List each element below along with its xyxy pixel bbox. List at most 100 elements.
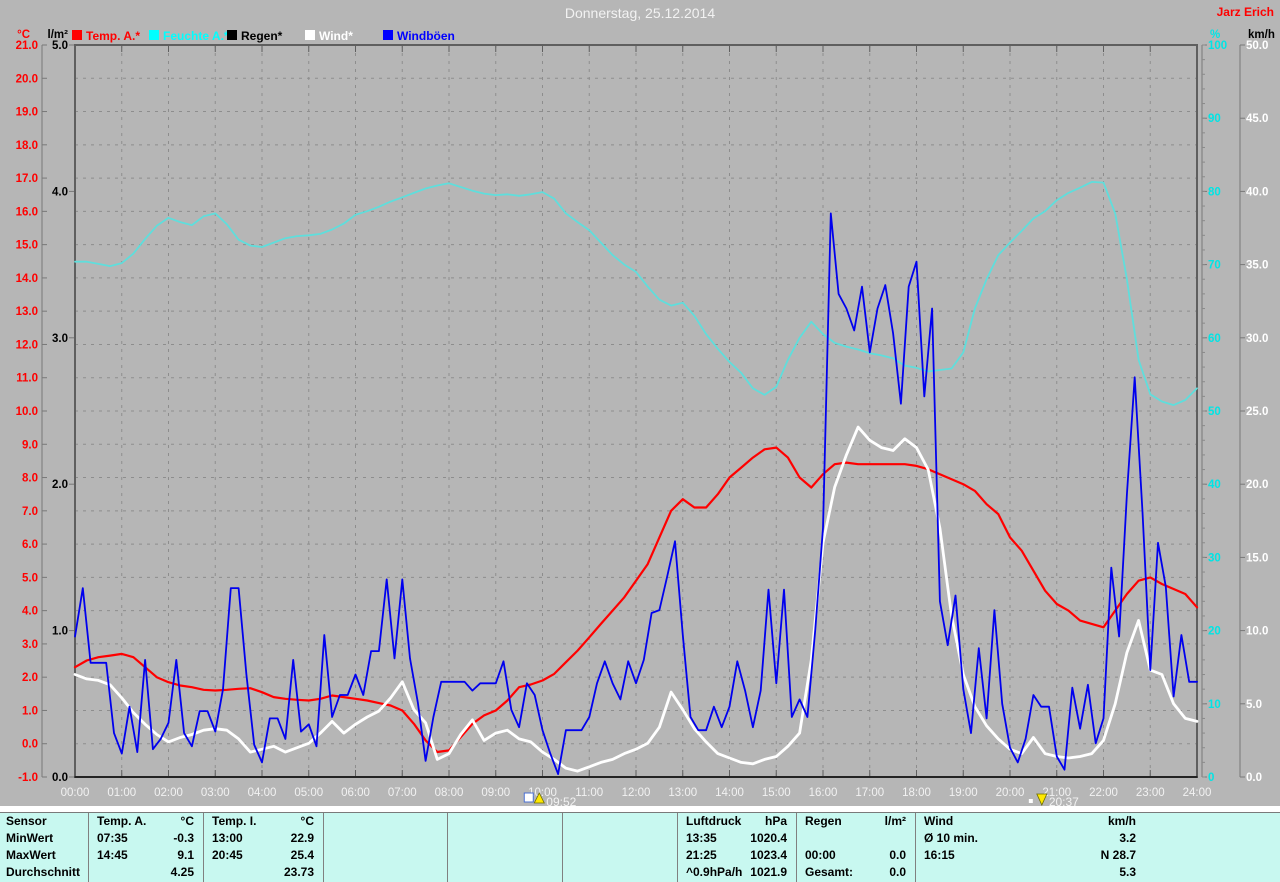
table-row-label: MaxWert bbox=[6, 848, 56, 862]
axis-tick-label: 5.0 bbox=[1246, 699, 1262, 711]
table-row: 20:45 25.4 bbox=[204, 847, 323, 864]
table-row: 14:45 9.1 bbox=[89, 847, 203, 864]
table-row-label: Durchschnitt bbox=[6, 865, 81, 879]
x-axis-label: 08:00 bbox=[435, 787, 464, 799]
sunrise-icon bbox=[523, 792, 534, 803]
table-cell-value bbox=[616, 847, 677, 864]
axis-tick-label: 10.0 bbox=[16, 406, 38, 418]
axis-tick-label: 35.0 bbox=[1246, 260, 1268, 272]
table-row: Luftdruck hPa bbox=[678, 813, 796, 830]
table-cell-label: Luftdruck bbox=[686, 814, 742, 828]
table-cell-label bbox=[324, 864, 381, 881]
axis-tick-label: 0.0 bbox=[1246, 772, 1262, 784]
axis-tick-label: 0 bbox=[1208, 772, 1214, 784]
table-cell-value: °C bbox=[300, 814, 314, 828]
table-cell-value bbox=[501, 847, 562, 864]
grid-layer bbox=[74, 44, 1198, 778]
table-sensor-column bbox=[562, 813, 677, 882]
table-sensor-column bbox=[323, 813, 447, 882]
table-cell-label bbox=[89, 864, 142, 881]
table-row: Wind km/h bbox=[916, 813, 1280, 830]
table-cell-label: Gesamt: bbox=[805, 865, 854, 879]
x-axis-label: 18:00 bbox=[902, 787, 931, 799]
sunset-arrow-icon bbox=[1036, 793, 1048, 806]
table-row: 23.73 bbox=[204, 864, 323, 881]
x-axis-label: 13:00 bbox=[668, 787, 697, 799]
legend-swatch bbox=[305, 30, 315, 40]
sensor-stats-table: Sensor MinWert MaxWert Durchschnitt Temp. A.… bbox=[0, 812, 1280, 882]
legend-swatch bbox=[72, 30, 82, 40]
axis-tick-label: 9.0 bbox=[22, 439, 38, 451]
table-cell-value: 4.25 bbox=[170, 865, 194, 879]
axis-tick-label: 5.0 bbox=[52, 40, 68, 52]
axis-tick-label: 7.0 bbox=[22, 506, 38, 518]
table-cell-label: 07:35 bbox=[97, 831, 128, 845]
table-cell-label bbox=[448, 847, 501, 864]
axis-tick-label: 1.0 bbox=[52, 626, 68, 638]
axis-tick-label: 16.0 bbox=[16, 206, 38, 218]
table-cell-label bbox=[563, 847, 616, 864]
table-cell-label bbox=[324, 813, 381, 830]
table-row bbox=[563, 813, 677, 830]
table-row: Temp. A. °C bbox=[89, 813, 203, 830]
table-row: 5.3 bbox=[916, 864, 1280, 881]
axis-tick-label: 1.0 bbox=[22, 705, 38, 717]
table-cell-value: 0.0 bbox=[889, 848, 906, 862]
table-row bbox=[563, 847, 677, 864]
x-axis-label: 02:00 bbox=[154, 787, 183, 799]
table-cell-value: 1020.4 bbox=[750, 831, 787, 845]
table-cell-value: 22.9 bbox=[290, 831, 314, 845]
axis-unit-label: % bbox=[1210, 29, 1220, 41]
x-axis-label: 07:00 bbox=[388, 787, 417, 799]
axis-tick-label: 3.0 bbox=[52, 333, 68, 345]
axis-tick-label: 70 bbox=[1208, 260, 1221, 272]
axis-tick-label: 13.0 bbox=[16, 306, 38, 318]
x-axis-label: 19:00 bbox=[949, 787, 978, 799]
table-row: 13:35 1020.4 bbox=[678, 830, 796, 847]
axis-tick-label: 40 bbox=[1208, 479, 1221, 491]
table-cell-label: Temp. I. bbox=[212, 814, 257, 828]
table-row bbox=[324, 813, 447, 830]
table-row: Sensor bbox=[0, 813, 88, 830]
table-row: Durchschnitt bbox=[0, 864, 88, 881]
x-axis-label: 16:00 bbox=[809, 787, 838, 799]
axis-unit-label: °C bbox=[17, 29, 30, 41]
axis-tick-label: 4.0 bbox=[52, 186, 68, 198]
axis-tick-label: 3.0 bbox=[22, 639, 38, 651]
table-cell-label bbox=[448, 830, 501, 847]
table-cell-value bbox=[616, 813, 677, 830]
table-sensor-column: Temp. I. °C 13:00 22.9 20:45 25.4 23.73 bbox=[203, 813, 323, 882]
table-row: 00:00 0.0 bbox=[797, 847, 915, 864]
axis-tick-label: 0.0 bbox=[52, 772, 68, 784]
table-cell-label bbox=[916, 864, 1036, 881]
table-sensor-column: Luftdruck hPa 13:35 1020.4 21:25 1023.4 ^0.9hP… bbox=[677, 813, 796, 882]
table-cell-value bbox=[501, 830, 562, 847]
chart-area: Donnerstag, 25.12.2014 Jarz Erich Temp. … bbox=[16, 5, 1275, 809]
table-cell-value bbox=[381, 830, 447, 847]
sun-marker-time: 20:37 bbox=[1049, 795, 1079, 806]
table-row: Temp. I. °C bbox=[204, 813, 323, 830]
table-row-label-column: Sensor MinWert MaxWert Durchschnitt bbox=[0, 813, 88, 882]
table-sensor-column bbox=[447, 813, 562, 882]
sun-marker-time: 09:52 bbox=[546, 795, 576, 806]
legend-label: Windböen bbox=[397, 29, 455, 43]
x-axis-label: 15:00 bbox=[762, 787, 791, 799]
table-cell-label: ^0.9hPa/h bbox=[686, 865, 743, 879]
x-axis-label: 17:00 bbox=[855, 787, 884, 799]
axis-tick-label: 25.0 bbox=[1246, 406, 1268, 418]
x-axis-label: 04:00 bbox=[248, 787, 277, 799]
legend-label: Feuchte A.* bbox=[163, 29, 229, 43]
axis-tick-label: 2.0 bbox=[52, 479, 68, 491]
axis-tick-label: -1.0 bbox=[18, 772, 38, 784]
table-cell-label bbox=[797, 830, 852, 847]
table-cell-value: N 28.7 bbox=[1100, 848, 1136, 862]
table-cell-value bbox=[381, 864, 447, 881]
table-cell-value: km/h bbox=[1107, 814, 1136, 828]
sun-markers: 09:52 20:37 bbox=[523, 792, 1079, 809]
axis-tick-label: 6.0 bbox=[22, 539, 38, 551]
table-cell-value: hPa bbox=[764, 814, 787, 828]
table-cell-value: 3.2 bbox=[1119, 831, 1136, 845]
table-row: ^0.9hPa/h 1021.9 bbox=[678, 864, 796, 881]
axis-tick-label: 0.0 bbox=[22, 739, 38, 751]
